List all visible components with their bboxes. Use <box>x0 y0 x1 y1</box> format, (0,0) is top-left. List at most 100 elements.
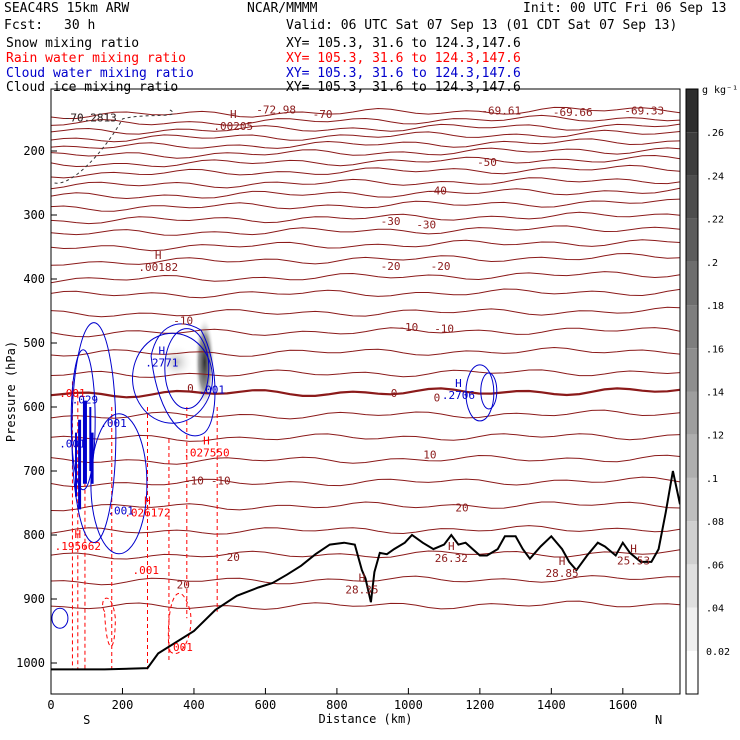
temperature-contour <box>51 164 680 179</box>
colorbar-tick-label: .08 <box>706 517 724 528</box>
x-axis-label: Distance (km) <box>319 712 413 726</box>
colorbar-tick-label: .06 <box>706 560 724 571</box>
temperature-contour-label: 20 <box>177 578 190 591</box>
temperature-contour <box>51 239 680 252</box>
temperature-contour-label: -69.61 <box>481 105 521 118</box>
rain-water-high-value: .026172 <box>124 507 170 520</box>
temperature-contour <box>51 525 680 535</box>
ice-shade-blob <box>158 344 195 381</box>
temperature-contour <box>51 433 680 442</box>
colorbar-segment <box>686 132 698 176</box>
cloud-ice-label: -70.2813 <box>64 112 117 125</box>
y-tick-label: 200 <box>23 144 45 158</box>
temperature-high-marker: H <box>230 108 237 121</box>
field-snow-xy: XY= 105.3, 31.6 to 124.3,147.6 <box>286 36 521 51</box>
colorbar-tick-label: .14 <box>706 388 724 399</box>
temperature-contour-label: -30 <box>416 219 436 232</box>
colorbar-tick-label: .12 <box>706 431 724 442</box>
colorbar-segment <box>686 89 698 133</box>
temperature-contour <box>51 187 680 200</box>
y-tick-label: 800 <box>23 528 45 542</box>
temperature-high-value: 26.32 <box>435 552 468 565</box>
temperature-contour <box>51 454 680 465</box>
field-cloud-water: Cloud water mixing ratio <box>6 66 194 81</box>
temperature-contour <box>51 476 680 488</box>
colorbar-tick-label: .22 <box>706 215 724 226</box>
temperature-high-value: 28.35 <box>345 583 378 596</box>
temperature-contour-label: 0 <box>434 391 441 404</box>
ice-shade-core <box>194 317 215 408</box>
field-snow: Snow mixing ratio <box>6 36 140 51</box>
colorbar-segment <box>686 650 698 694</box>
y-tick-label: 900 <box>23 592 45 606</box>
cloud-water-label: .001 <box>199 384 226 397</box>
temperature-contour-label: -70.2813 <box>64 112 117 125</box>
cloud-water-contour <box>132 332 214 424</box>
colorbar-segment <box>686 477 698 522</box>
temperature-contour-label: -10 <box>434 322 454 335</box>
x-tick-label: 400 <box>183 698 205 712</box>
cloud-water-contour <box>164 328 210 410</box>
temperature-contour-label: -30 <box>381 215 401 228</box>
colorbar-tick-label: .04 <box>706 604 724 615</box>
cloud-water-contour <box>150 323 216 437</box>
colorbar-tick-label: 0.02 <box>706 647 730 658</box>
temperature-contour <box>51 600 680 610</box>
south-label: S <box>83 713 90 727</box>
temperature-contour <box>51 369 680 378</box>
temperature-contour <box>51 549 680 560</box>
colorbar-tick-label: .26 <box>706 128 724 139</box>
temperature-contour-label: 0 <box>187 382 194 395</box>
temperature-contour <box>51 177 680 190</box>
colorbar-tick-label: .18 <box>706 301 724 312</box>
y-tick-label: 300 <box>23 208 45 222</box>
temperature-contour <box>51 211 680 225</box>
y-tick-label: 500 <box>23 336 45 350</box>
field-rain: Rain water mixing ratio <box>6 51 187 66</box>
y-tick-label: 400 <box>23 272 45 286</box>
temperature-contour <box>51 346 680 357</box>
cloud-water-label: .001 <box>59 437 86 450</box>
colorbar-tick-label: .2 <box>706 258 718 269</box>
temperature-contour <box>51 252 680 266</box>
y-tick-label: 600 <box>23 400 45 414</box>
rain-water-contour <box>167 592 192 654</box>
temperature-contour-label: -72.98 <box>256 103 296 116</box>
temperature-contour <box>51 129 680 143</box>
temperature-contour-label: -10 <box>173 315 193 328</box>
rain-water-high-value: .195662 <box>55 540 101 553</box>
rain-water-label: .001 <box>166 641 193 654</box>
temperature-contour-label: -10 <box>398 321 418 334</box>
temperature-contour <box>51 198 680 212</box>
temperature-contour <box>51 138 680 149</box>
temperature-contour-label: -10 <box>211 475 231 488</box>
field-cloud-ice: Cloud ice mixing ratio <box>6 80 179 95</box>
colorbar-segment <box>686 175 698 219</box>
x-tick-label: 800 <box>326 698 348 712</box>
rain-water-high-marker: H <box>203 435 210 448</box>
colorbar-segment <box>686 305 698 349</box>
temperature-contour-label: 0 <box>391 387 398 400</box>
colorbar-tick-label: .1 <box>706 474 718 485</box>
cloud-water-high-marker: H <box>158 344 165 357</box>
y-tick-label: 1000 <box>16 656 45 670</box>
x-tick-label: 1600 <box>608 698 637 712</box>
rain-water-high-marker: H <box>144 495 151 508</box>
temperature-contour-label: -50 <box>477 156 497 169</box>
temperature-contour <box>51 147 680 159</box>
init-time: Init: 00 UTC Fri 06 Sep 13 <box>523 1 727 16</box>
cloud-water-high-value: .2706 <box>442 389 475 402</box>
x-tick-label: 1200 <box>465 698 494 712</box>
colorbar-tick-label: .16 <box>706 344 724 355</box>
y-axis-label: Pressure (hPa) <box>4 341 18 442</box>
cloud-water-high-value: .2771 <box>145 356 178 369</box>
rain-water-label: .001 <box>59 387 86 400</box>
field-cloud-water-xy: XY= 105.3, 31.6 to 124.3,147.6 <box>286 66 521 81</box>
cloud-water-contour <box>70 349 96 491</box>
org-label: NCAR/MMMM <box>247 1 318 16</box>
rain-water-high-value: .027550 <box>183 447 229 460</box>
temperature-contour-label: -70 <box>313 108 333 121</box>
colorbar-unit: g kg⁻¹ <box>702 85 738 96</box>
cloud-water-label: .001 <box>107 505 134 518</box>
colorbar-segment <box>686 348 698 392</box>
